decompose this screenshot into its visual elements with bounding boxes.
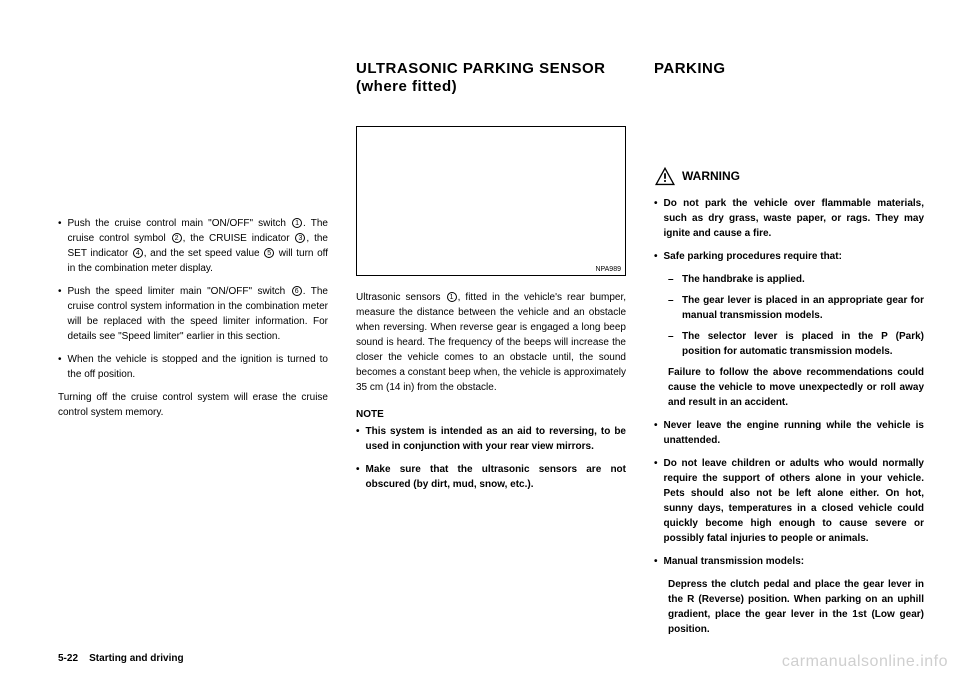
watermark: carmanualsonline.info — [782, 653, 948, 671]
note-heading: NOTE — [356, 409, 626, 420]
col2-note-bullet-2: • Make sure that the ultrasonic sensors … — [356, 462, 626, 492]
warn-sub-3-text: The selector lever is placed in the P (P… — [682, 329, 924, 359]
bullet-dot-icon: • — [654, 418, 658, 448]
col1-para-1: Turning off the cruise control system wi… — [58, 390, 328, 420]
warn-2-text: Safe parking procedures require that: — [664, 249, 924, 264]
column-3: PARKING WARNING • Do not park the vehicl… — [654, 60, 924, 645]
dash-icon: – — [668, 293, 676, 323]
bullet-dot-icon: • — [654, 456, 658, 546]
bullet-dot-icon: • — [356, 424, 360, 454]
warn-1-text: Do not park the vehicle over flammable m… — [664, 196, 924, 241]
col1-title-spacer — [58, 60, 328, 98]
col2-note-1-text: This system is intended as an aid to rev… — [366, 424, 626, 454]
footer-left: 5-22 Starting and driving — [58, 653, 184, 664]
col1-bullet-2-text: Push the speed limiter main "ON/OFF" swi… — [68, 284, 328, 344]
bullet-dot-icon: • — [58, 284, 62, 344]
columns: • Push the cruise control main "ON/OFF" … — [58, 60, 924, 645]
bullet-dot-icon: • — [58, 216, 62, 276]
warning-label: WARNING — [682, 169, 740, 183]
column-2: ULTRASONIC PARKING SENSOR (where fitted)… — [356, 60, 626, 645]
col3-title: PARKING — [654, 60, 924, 98]
circled-6-icon: 6 — [292, 286, 302, 296]
warn-sub-3: – The selector lever is placed in the P … — [668, 329, 924, 359]
image-label: NPA989 — [595, 266, 621, 273]
warn-5-para: Depress the clutch pedal and place the g… — [668, 577, 924, 637]
bullet-dot-icon: • — [654, 249, 658, 264]
col1-bullet-3-text: When the vehicle is stopped and the igni… — [68, 352, 328, 382]
circled-2-icon: 2 — [172, 233, 182, 243]
dash-icon: – — [668, 272, 676, 287]
col2-title: ULTRASONIC PARKING SENSOR (where fitted) — [356, 60, 626, 98]
col2-p1-b: , fitted in the vehicle's rear bumper, m… — [356, 292, 626, 393]
bullet-dot-icon: • — [654, 196, 658, 241]
warn-bullet-4: • Do not leave children or adults who wo… — [654, 456, 924, 546]
circled-3-icon: 3 — [295, 233, 305, 243]
warn-bullet-3: • Never leave the engine running while t… — [654, 418, 924, 448]
section-name: Starting and driving — [89, 653, 183, 664]
sensor-image-placeholder: NPA989 — [356, 126, 626, 276]
warn-2-footer: Failure to follow the above recommendati… — [668, 365, 924, 410]
warn-5-text: Manual transmission models: — [664, 554, 924, 569]
col2-para-1: Ultrasonic sensors 1, fitted in the vehi… — [356, 290, 626, 395]
dash-icon: – — [668, 329, 676, 359]
col1-bullet-3: • When the vehicle is stopped and the ig… — [58, 352, 328, 382]
col1-bullet-2: • Push the speed limiter main "ON/OFF" s… — [58, 284, 328, 344]
col2-p1-a: Ultrasonic sensors — [356, 292, 446, 303]
warn-sub-2-text: The gear lever is placed in an appropria… — [682, 293, 924, 323]
circled-1-icon: 1 — [292, 218, 302, 228]
warn-sub-1-text: The handbrake is applied. — [682, 272, 924, 287]
circled-5-icon: 5 — [264, 248, 274, 258]
warning-triangle-icon — [654, 166, 676, 186]
column-1: • Push the cruise control main "ON/OFF" … — [58, 60, 328, 645]
warn-sub-1: – The handbrake is applied. — [668, 272, 924, 287]
bullet-dot-icon: • — [356, 462, 360, 492]
bullet-dot-icon: • — [58, 352, 62, 382]
warn-4-text: Do not leave children or adults who woul… — [664, 456, 924, 546]
circled-sensor-icon: 1 — [447, 292, 457, 302]
col2-note-2-text: Make sure that the ultrasonic sensors ar… — [366, 462, 626, 492]
manual-page: • Push the cruise control main "ON/OFF" … — [0, 0, 960, 677]
warn-bullet-1: • Do not park the vehicle over flammable… — [654, 196, 924, 241]
circled-4-icon: 4 — [133, 248, 143, 258]
page-number: 5-22 — [58, 653, 78, 664]
col2-note-bullet-1: • This system is intended as an aid to r… — [356, 424, 626, 454]
col1-bullet-1: • Push the cruise control main "ON/OFF" … — [58, 216, 328, 276]
warn-3-text: Never leave the engine running while the… — [664, 418, 924, 448]
warn-bullet-2: • Safe parking procedures require that: — [654, 249, 924, 264]
warn-sub-2: – The gear lever is placed in an appropr… — [668, 293, 924, 323]
warning-header: WARNING — [654, 166, 924, 186]
col1-offset — [58, 126, 328, 216]
bullet-dot-icon: • — [654, 554, 658, 569]
col1-bullet-1-text: Push the cruise control main "ON/OFF" sw… — [68, 216, 328, 276]
warn-bullet-5: • Manual transmission models: — [654, 554, 924, 569]
